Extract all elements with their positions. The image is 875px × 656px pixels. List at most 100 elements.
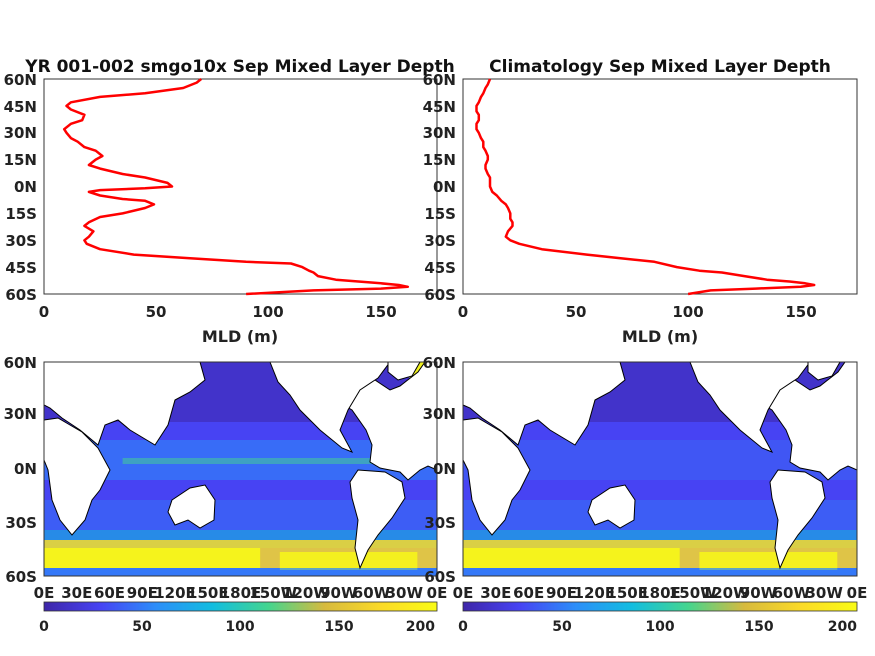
x-tick-label: 60W	[773, 584, 811, 602]
colorbar-tick-label: 200	[406, 619, 435, 635]
x-tick-label: 90E	[127, 584, 158, 602]
land-africa	[43, 417, 111, 536]
colorbar-tick-label: 50	[552, 619, 572, 635]
x-tick-label: 90W	[320, 584, 358, 602]
x-tick-labels: 0 50 100 150	[39, 303, 397, 321]
colorbar-tick-label: 150	[324, 619, 353, 635]
colorbar-tick-labels: 0 50 100 150 200	[458, 619, 857, 635]
land-south-america	[769, 469, 826, 570]
profile-panel-climatology: Climatology Sep Mixed Layer Depth 60N 45…	[423, 57, 858, 346]
y-tick-label: 60N	[423, 354, 456, 372]
land-north-america	[689, 361, 811, 453]
y-tick-label: 60N	[4, 71, 37, 89]
colorbar-tick-label: 150	[744, 619, 773, 635]
land-australia	[167, 484, 216, 529]
colorbar-tick-label: 100	[225, 619, 254, 635]
field-patch	[699, 552, 838, 570]
x-tick-label: 150E	[187, 584, 229, 602]
x-tick-label: 120W	[702, 584, 750, 602]
x-tick-label: 50	[146, 303, 167, 321]
y-tick-label: 30S	[424, 232, 456, 250]
plot-frame	[43, 78, 438, 295]
x-tick-label: 30W	[805, 584, 843, 602]
land-north-america	[269, 361, 391, 453]
x-tick-label: 0E	[847, 584, 868, 602]
mld-profile-line	[62, 78, 410, 296]
x-tick-labels: 0E 30E 60E 90E120E150E180E150W120W90W60W30W…	[34, 584, 448, 602]
x-tick-label: 150W	[669, 584, 717, 602]
y-tick-label: 0N	[433, 460, 456, 478]
plot-frame	[462, 361, 858, 577]
x-tick-label: 30E	[61, 584, 92, 602]
y-tick-label: 15N	[423, 151, 456, 169]
x-tick-label: 30W	[386, 584, 424, 602]
x-tick-label: 0	[39, 303, 49, 321]
x-axis-label: MLD (m)	[202, 327, 278, 346]
y-tick-label: 60N	[423, 71, 456, 89]
y-tick-label: 30N	[4, 405, 37, 423]
colorbar	[43, 601, 438, 612]
y-tick-label: 60S	[5, 568, 37, 586]
y-tick-label: 30N	[423, 124, 456, 142]
y-tick-labels: 60N 45N 30N 15N 0N 15S 30S 45S 60S	[423, 71, 456, 304]
x-tick-label: 90W	[740, 584, 778, 602]
x-tick-label: 120E	[574, 584, 616, 602]
colorbar-tick-labels: 0 50 100 150 200	[39, 619, 435, 635]
x-tick-label: 0	[458, 303, 468, 321]
y-tick-label: 30N	[4, 124, 37, 142]
colorbar	[462, 601, 858, 612]
colorbar-tick-label: 100	[645, 619, 674, 635]
y-tick-label: 0N	[14, 178, 37, 196]
x-tick-label: 60W	[353, 584, 391, 602]
field-patch	[279, 552, 418, 570]
field-patch	[463, 568, 857, 576]
x-axis-label: MLD (m)	[622, 327, 698, 346]
x-tick-label: 90E	[546, 584, 577, 602]
panel-title: YR 001-002 smgo10x Sep Mixed Layer Depth	[24, 57, 454, 77]
land-eurasia-west	[43, 361, 206, 446]
y-tick-label: 60S	[424, 568, 456, 586]
y-tick-label: 60S	[5, 286, 37, 304]
field-patch	[44, 568, 437, 576]
y-tick-label: 60S	[424, 286, 456, 304]
field-patch	[463, 548, 680, 568]
y-tick-labels: 60N 45N 30N 15N 0N 15S 30S 45S 60S	[4, 71, 37, 304]
profile-panel-model: YR 001-002 smgo10x Sep Mixed Layer Depth…	[4, 57, 455, 346]
plot-frame	[462, 78, 858, 295]
x-tick-labels: 0 50 100 150	[458, 303, 817, 321]
y-tick-label: 15S	[424, 205, 456, 223]
x-tick-label: 150E	[606, 584, 648, 602]
land-masses	[43, 361, 438, 570]
colorbar-tick-label: 0	[39, 619, 49, 635]
x-tick-label: 0E	[427, 584, 448, 602]
x-tick-label: 150	[785, 303, 816, 321]
x-tick-label: 60E	[94, 584, 125, 602]
land-south-america	[349, 469, 406, 570]
x-tick-label: 0E	[453, 584, 474, 602]
y-tick-label: 60N	[4, 354, 37, 372]
x-tick-label: 100	[672, 303, 703, 321]
land-masses	[462, 361, 858, 570]
y-tick-label: 45N	[4, 98, 37, 116]
x-tick-label: 50	[566, 303, 587, 321]
land-africa	[462, 417, 531, 536]
colorbar-tick-label: 0	[458, 619, 468, 635]
x-tick-label: 180E	[639, 584, 681, 602]
y-tick-label: 30S	[5, 514, 37, 532]
x-tick-label: 120W	[282, 584, 330, 602]
y-tick-label: 30S	[424, 514, 456, 532]
x-tick-label: 60E	[513, 584, 544, 602]
y-tick-labels: 60N 30N 0N 30S 60S	[4, 354, 37, 586]
field-patch	[44, 548, 261, 568]
plot-frame	[43, 361, 438, 577]
map-panel-model: 60N 30N 0N 30S 60S 0E 30E 60E 90E120E150E18…	[4, 354, 448, 635]
x-tick-labels: 0E 30E 60E 90E120E150E180E150W120W90W60W30W…	[453, 584, 868, 602]
colorbar-tick-label: 50	[132, 619, 152, 635]
y-tick-label: 15S	[5, 205, 37, 223]
x-tick-label: 30E	[480, 584, 511, 602]
x-tick-label: 120E	[154, 584, 196, 602]
y-tick-label: 45N	[423, 98, 456, 116]
y-tick-label: 45S	[424, 259, 456, 277]
x-tick-label: 150	[365, 303, 396, 321]
